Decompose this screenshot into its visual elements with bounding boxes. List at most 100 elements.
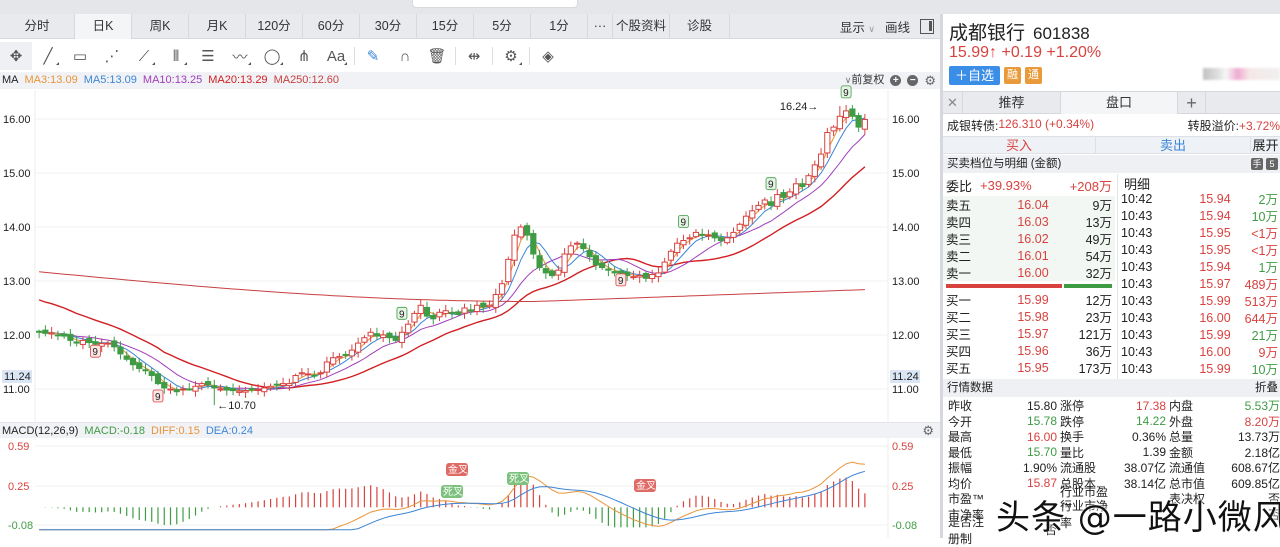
level-price: 16.04 bbox=[1017, 197, 1049, 212]
order-book-row[interactable]: 买三 15.97 121万 bbox=[943, 325, 1115, 343]
lot-unit-icon[interactable]: 手 bbox=[1251, 158, 1263, 170]
trash-icon[interactable]: 🗑 bbox=[427, 48, 447, 65]
quote-row: 今开 15.78 跌停 14.22 外盘 8.20万 bbox=[943, 414, 1280, 430]
kline-chart[interactable]: 16.00 16.00 15.00 15.00 14.00 14.00 13.00 13.00… bbox=[0, 14, 940, 538]
quote-value: 15.70 bbox=[1026, 445, 1057, 460]
magnet-icon[interactable]: ∩ bbox=[399, 47, 411, 65]
macd-axis-label: -0.08 bbox=[8, 520, 33, 532]
toolbar-separator bbox=[529, 47, 530, 65]
sell-button[interactable]: 卖出 bbox=[1096, 137, 1251, 153]
tab-period-6[interactable]: 30分 bbox=[360, 14, 417, 39]
fold-button[interactable]: 折叠 bbox=[1255, 382, 1278, 394]
right-tab-3[interactable]: + bbox=[1178, 92, 1206, 114]
tab-period-11[interactable]: 个股资料 bbox=[613, 14, 670, 39]
wave-tool-icon[interactable]: 〰 bbox=[224, 42, 256, 70]
low-annotation: ←10.70 bbox=[217, 400, 256, 412]
order-book-row[interactable]: 卖四 16.03 13万 bbox=[943, 213, 1115, 230]
quote-label: 市盈™ bbox=[948, 492, 985, 507]
panel-divider[interactable] bbox=[940, 14, 943, 538]
svg-text:金叉: 金叉 bbox=[636, 479, 656, 492]
right-tab-0[interactable]: ✕ bbox=[943, 92, 963, 114]
path-tool-icon[interactable]: ⟋ bbox=[128, 42, 160, 70]
order-book-row[interactable]: 卖三 16.02 49万 bbox=[943, 230, 1115, 247]
tick-volume: 513万 bbox=[1244, 295, 1278, 309]
fan-tool-icon[interactable]: ⋰ bbox=[104, 48, 120, 65]
adjust-dropdown[interactable]: ∨前复权 bbox=[845, 72, 885, 89]
rectangle-tool-icon[interactable]: ▭ bbox=[72, 48, 88, 65]
display-dropdown[interactable]: 显示 ∨ bbox=[840, 17, 875, 36]
quote-label: 是否注册制 bbox=[948, 514, 985, 546]
quote-label: 今开 bbox=[948, 414, 973, 429]
tick-time: 10:43 bbox=[1121, 361, 1153, 376]
tab-period-9[interactable]: 1分 bbox=[531, 14, 588, 39]
quote-label: 跌停 bbox=[1060, 414, 1085, 429]
quote-label: 流通值 bbox=[1169, 461, 1206, 476]
tick-time: 10:43 bbox=[1121, 310, 1153, 325]
tab-period-3[interactable]: 月K bbox=[189, 14, 246, 39]
order-book-row[interactable]: 买四 15.96 36万 bbox=[943, 342, 1115, 360]
expand-button[interactable]: 展开 bbox=[1252, 138, 1279, 153]
ma250-line bbox=[39, 271, 865, 302]
panel-layout-icon[interactable] bbox=[920, 18, 934, 34]
tab-period-8[interactable]: 5分 bbox=[474, 14, 531, 39]
split-icon[interactable]: ⇹ bbox=[467, 48, 481, 65]
depth-5-icon[interactable]: 5 bbox=[1266, 158, 1278, 170]
zoom-out-icon[interactable]: − bbox=[907, 75, 919, 86]
order-book-row[interactable]: 卖二 16.01 54万 bbox=[943, 247, 1115, 264]
search-box[interactable] bbox=[412, 0, 578, 8]
gear-icon[interactable]: ⚙ bbox=[922, 423, 934, 438]
tab-period-0[interactable]: 分时 bbox=[0, 14, 75, 39]
gear-icon[interactable]: ⚙ bbox=[924, 73, 936, 88]
current-price-marker: 11.24 bbox=[892, 371, 919, 383]
tick-price: 15.94 bbox=[1199, 191, 1231, 206]
order-book-row[interactable]: 买五 15.95 173万 bbox=[943, 359, 1115, 377]
text-tool-icon[interactable]: Aa bbox=[326, 47, 347, 65]
zoom-in-icon[interactable]: + bbox=[890, 75, 902, 86]
tick-row: 10:43 16.00 9万 bbox=[1118, 343, 1280, 361]
level-volume: 12万 bbox=[1085, 294, 1112, 308]
right-tab-1[interactable]: 推荐 bbox=[963, 92, 1061, 114]
quote-value: 2.18亿 bbox=[1244, 445, 1280, 460]
layers-icon[interactable]: ◈ bbox=[542, 48, 554, 65]
draw-line-button[interactable]: 画线 bbox=[884, 20, 910, 35]
chevron-down-icon: ∨ bbox=[868, 23, 875, 34]
tab-period-12[interactable]: 诊股 bbox=[670, 14, 730, 39]
order-book-row[interactable]: 买一 15.99 12万 bbox=[943, 291, 1115, 309]
order-book-row[interactable]: 卖一 16.00 32万 bbox=[943, 264, 1115, 281]
tab-period-2[interactable]: 周K bbox=[132, 14, 189, 39]
ma-legend-item: MA5:13.09 bbox=[83, 74, 137, 86]
settings-icon[interactable]: ⚙ bbox=[495, 42, 527, 70]
stock-actions: ＋自选 融 通 bbox=[949, 66, 1043, 85]
quote-panel: 成都银行 601838 15.99↑ +0.19 +1.20% ＋自选 融 通 ✕… bbox=[943, 14, 1280, 546]
svg-text:死叉: 死叉 bbox=[443, 486, 463, 498]
tab-period-1[interactable]: 日K bbox=[75, 14, 132, 39]
level-volume: 9万 bbox=[1092, 199, 1112, 213]
tick-list[interactable]: 10:42 15.94 2万 10:43 15.94 10万 10:43 15.95 <1万 10… bbox=[1118, 190, 1280, 378]
quote-label: 外盘 bbox=[1169, 414, 1194, 429]
right-tab-2[interactable]: 盘口 bbox=[1061, 92, 1178, 114]
tab-period-10[interactable]: ··· bbox=[588, 14, 613, 39]
buy-sell-ratio-bar bbox=[946, 284, 1112, 288]
price-axis-label: 12.00 bbox=[3, 330, 31, 342]
buy-button[interactable]: 买入 bbox=[943, 137, 1096, 153]
vertical-lines-icon[interactable]: ⦀ bbox=[160, 42, 192, 70]
quote-label: 总股本 bbox=[1060, 476, 1097, 491]
stock-title: 成都银行 601838 bbox=[949, 18, 1090, 45]
pitchfork-icon[interactable]: ⋔ bbox=[297, 48, 311, 65]
tab-period-7[interactable]: 15分 bbox=[417, 14, 474, 39]
tab-period-4[interactable]: 120分 bbox=[246, 14, 303, 39]
bond-value[interactable]: 126.310 (+0.34%) bbox=[998, 117, 1095, 131]
line-tool-icon[interactable]: ╱ bbox=[32, 42, 64, 70]
quote-row: 市盈™ 行业市盈™ 表决权 否 bbox=[943, 485, 1280, 514]
add-watchlist-button[interactable]: ＋自选 bbox=[949, 66, 1001, 85]
eraser-icon[interactable]: ✎ bbox=[366, 48, 380, 65]
tab-period-5[interactable]: 60分 bbox=[303, 14, 360, 39]
order-book-row[interactable]: 买二 15.98 23万 bbox=[943, 308, 1115, 326]
text-lines-icon[interactable]: ☰ bbox=[201, 48, 215, 65]
crosshair-move-icon[interactable]: ✥ bbox=[0, 42, 32, 70]
ellipse-tool-icon[interactable]: ◯ bbox=[256, 42, 288, 70]
quote-label: 昨收 bbox=[948, 399, 973, 414]
td-nine-marker bbox=[615, 273, 627, 287]
tick-volume: 489万 bbox=[1244, 278, 1278, 292]
order-book-row[interactable]: 卖五 16.04 9万 bbox=[943, 196, 1115, 213]
